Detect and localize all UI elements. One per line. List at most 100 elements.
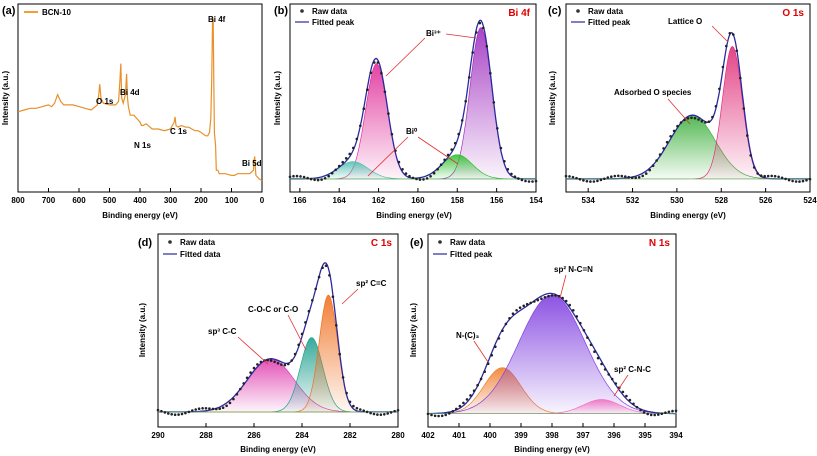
raw-point-b-7 (313, 178, 316, 182)
arrow-b-bi3-left (385, 37, 426, 77)
raw-point-c-38 (697, 118, 700, 121)
x-tick-label-a-5: 300 (164, 196, 178, 205)
raw-point-b-26 (380, 71, 383, 75)
raw-point-e-6 (448, 412, 451, 415)
panel-c-xlabel: Binding energy (eV) (650, 211, 726, 220)
annot-d-sp3: sp³ C-C (208, 327, 237, 336)
raw-point-d-44 (307, 309, 311, 313)
peak-area-d-0 (158, 358, 398, 413)
raw-point-d-32 (266, 358, 270, 362)
legend-b-label-raw: Raw data (312, 7, 348, 16)
raw-point-c-65 (791, 179, 794, 183)
raw-point-b-2 (295, 174, 299, 178)
raw-point-b-55 (482, 26, 485, 30)
panel-a-frame (17, 3, 263, 193)
raw-point-c-63 (784, 177, 787, 181)
raw-point-d-63 (372, 412, 376, 416)
raw-point-c-44 (718, 87, 721, 91)
raw-point-e-5 (444, 413, 448, 417)
panel-a-x-ticks: 800 700 600 500 400 300 200 100 0 (11, 188, 265, 205)
arrow-e-nc3 (473, 340, 489, 363)
x-tick-label-b-1: 164 (333, 196, 347, 205)
raw-point-e-16 (483, 370, 487, 374)
raw-point-e-70 (674, 409, 678, 413)
arrow-e-cnc (613, 374, 629, 397)
raw-point-e-7 (451, 410, 455, 413)
raw-point-b-27 (383, 90, 387, 94)
raw-point-b-41 (432, 171, 436, 175)
legend-e-swatch-raw (438, 240, 442, 244)
raw-point-d-3 (167, 412, 170, 415)
raw-point-c-47 (728, 32, 732, 35)
raw-point-d-66 (383, 413, 386, 416)
raw-point-c-33 (679, 121, 683, 124)
raw-point-e-61 (642, 411, 646, 414)
raw-point-b-52 (471, 51, 475, 54)
panel-a-xlabel: Binding energy (eV) (102, 211, 178, 220)
series-line-bcn10 (17, 17, 263, 182)
raw-point-b-65 (517, 177, 520, 180)
raw-point-d-64 (376, 413, 379, 416)
raw-point-e-38 (561, 296, 564, 300)
raw-point-b-16 (344, 157, 348, 160)
x-tick-label-a-6: 200 (194, 196, 208, 205)
raw-point-c-28 (662, 147, 665, 150)
raw-point-c-7 (589, 180, 592, 183)
panel-e-title: N 1s (649, 238, 671, 249)
raw-point-e-41 (572, 309, 575, 312)
raw-point-d-24 (239, 387, 242, 391)
arrow-d-coc (287, 314, 307, 351)
x-tick-label-d-1: 288 (199, 431, 213, 440)
raw-point-d-37 (283, 363, 287, 367)
raw-point-e-18 (490, 354, 494, 357)
raw-point-b-49 (460, 119, 464, 122)
raw-point-e-32 (540, 297, 543, 301)
raw-point-b-62 (506, 168, 510, 171)
raw-point-e-21 (501, 329, 504, 333)
raw-point-e-47 (593, 350, 596, 354)
x-tick-label-b-4: 158 (451, 196, 465, 205)
panel-e-ylabel: Intensity (a.u.) (409, 303, 418, 358)
raw-point-c-39 (700, 119, 704, 123)
raw-point-b-25 (376, 61, 380, 64)
raw-point-d-14 (204, 407, 208, 410)
raw-point-c-54 (752, 166, 756, 169)
raw-point-e-39 (564, 299, 568, 303)
raw-point-b-59 (496, 127, 499, 130)
raw-point-b-58 (492, 101, 496, 104)
raw-point-e-40 (568, 303, 571, 307)
annot-a-bi4d: Bi 4d (120, 88, 140, 97)
raw-point-b-0 (288, 175, 292, 179)
raw-point-c-51 (742, 107, 746, 110)
raw-point-c-64 (787, 178, 791, 182)
raw-point-b-15 (341, 160, 345, 164)
raw-point-c-67 (798, 180, 801, 183)
raw-point-b-57 (489, 71, 492, 75)
raw-point-b-6 (309, 177, 313, 181)
panel-d-ylabel: Intensity (a.u.) (138, 303, 147, 358)
raw-point-c-34 (683, 118, 686, 122)
raw-point-b-9 (320, 178, 323, 181)
x-tick-label-e-6: 396 (607, 431, 621, 440)
x-tick-label-b-3: 160 (411, 196, 425, 205)
raw-point-b-10 (323, 177, 327, 180)
raw-point-d-26 (245, 376, 249, 380)
raw-point-e-56 (625, 394, 628, 398)
raw-point-e-59 (635, 405, 639, 409)
raw-point-b-31 (397, 160, 401, 164)
raw-point-e-1 (430, 413, 433, 417)
annot-c-adsorbed: Adsorbed O species (614, 88, 692, 97)
raw-point-c-21 (637, 176, 641, 179)
raw-point-e-36 (554, 294, 557, 297)
raw-point-b-70 (534, 179, 538, 183)
raw-point-c-60 (773, 174, 777, 178)
raw-point-c-30 (669, 135, 672, 138)
raw-point-b-56 (485, 45, 489, 48)
x-tick-label-e-4: 398 (545, 431, 559, 440)
peak-area-e-1 (427, 294, 677, 415)
raw-point-e-43 (579, 321, 582, 325)
raw-point-c-0 (564, 174, 568, 178)
panel-b-label: (b) (274, 5, 288, 17)
raw-point-e-66 (660, 412, 664, 416)
raw-point-e-51 (607, 373, 610, 376)
